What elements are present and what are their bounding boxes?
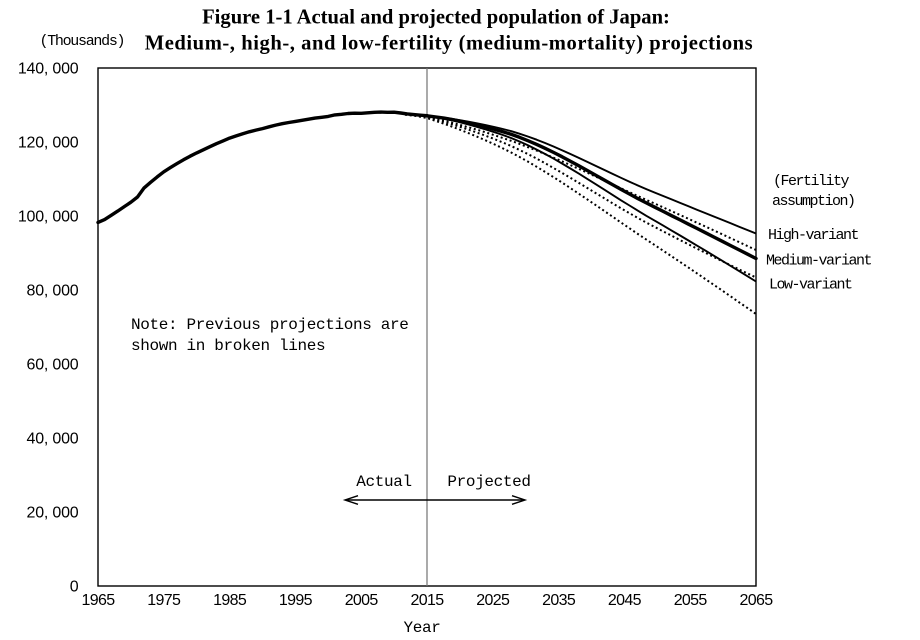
svg-text:Low-variant: Low-variant	[769, 277, 852, 294]
svg-text:1975: 1975	[147, 592, 181, 609]
svg-text:20, 000: 20, 000	[27, 504, 79, 521]
svg-text:assumption): assumption)	[772, 193, 855, 210]
svg-text:Year: Year	[403, 619, 440, 637]
svg-text:(Fertility: (Fertility	[773, 173, 850, 190]
svg-text:High-variant: High-variant	[768, 227, 859, 244]
svg-text:1995: 1995	[279, 592, 313, 609]
svg-text:0: 0	[70, 578, 79, 595]
svg-text:1965: 1965	[82, 592, 116, 609]
svg-text:2055: 2055	[674, 592, 708, 609]
svg-text:Medium-, high-, and low-fertil: Medium-, high-, and low-fertility (mediu…	[145, 33, 754, 55]
svg-text:120, 000: 120, 000	[18, 134, 79, 151]
svg-text:shown in broken lines: shown in broken lines	[131, 337, 325, 355]
svg-text:Note: Previous projections are: Note: Previous projections are	[131, 316, 409, 334]
svg-text:100, 000: 100, 000	[18, 208, 79, 225]
svg-text:140, 000: 140, 000	[18, 60, 79, 77]
svg-text:Actual: Actual	[356, 473, 412, 491]
svg-text:2035: 2035	[542, 592, 576, 609]
svg-text:1985: 1985	[213, 592, 247, 609]
svg-text:2015: 2015	[411, 592, 445, 609]
svg-text:2065: 2065	[740, 592, 774, 609]
svg-text:60, 000: 60, 000	[27, 356, 79, 373]
svg-text:(Thousands): (Thousands)	[40, 33, 125, 50]
svg-text:2025: 2025	[476, 592, 510, 609]
svg-text:40, 000: 40, 000	[27, 430, 79, 447]
svg-text:2005: 2005	[345, 592, 379, 609]
svg-text:80, 000: 80, 000	[27, 282, 79, 299]
svg-text:Projected: Projected	[447, 473, 530, 491]
svg-text:2045: 2045	[608, 592, 642, 609]
svg-text:Medium-variant: Medium-variant	[766, 253, 872, 270]
svg-text:Figure 1-1 Actual and projecte: Figure 1-1 Actual and projected populati…	[202, 7, 670, 29]
